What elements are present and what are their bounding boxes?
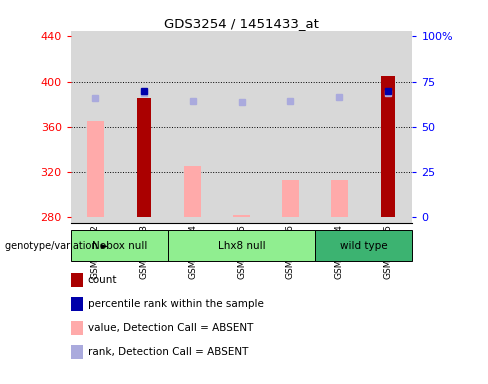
Bar: [71, 230, 168, 261]
Bar: [381, 76, 395, 217]
Bar: [120, 31, 168, 223]
Bar: [315, 31, 364, 223]
Bar: [282, 180, 299, 217]
Bar: [184, 166, 201, 217]
Text: count: count: [88, 275, 117, 285]
Bar: [71, 31, 120, 223]
Text: percentile rank within the sample: percentile rank within the sample: [88, 299, 264, 309]
Bar: [137, 98, 151, 217]
Text: value, Detection Call = ABSENT: value, Detection Call = ABSENT: [88, 323, 253, 333]
Text: rank, Detection Call = ABSENT: rank, Detection Call = ABSENT: [88, 347, 248, 357]
Bar: [364, 31, 412, 223]
Text: Lhx8 null: Lhx8 null: [218, 241, 265, 251]
Bar: [315, 230, 412, 261]
Bar: [233, 215, 250, 217]
Bar: [168, 31, 217, 223]
Bar: [331, 180, 347, 217]
Text: Nobox null: Nobox null: [92, 241, 147, 251]
Bar: [266, 31, 315, 223]
Text: genotype/variation ►: genotype/variation ►: [5, 241, 108, 251]
Text: wild type: wild type: [340, 241, 387, 251]
Title: GDS3254 / 1451433_at: GDS3254 / 1451433_at: [164, 17, 319, 30]
Bar: [168, 230, 315, 261]
Bar: [87, 121, 104, 217]
Bar: [217, 31, 266, 223]
